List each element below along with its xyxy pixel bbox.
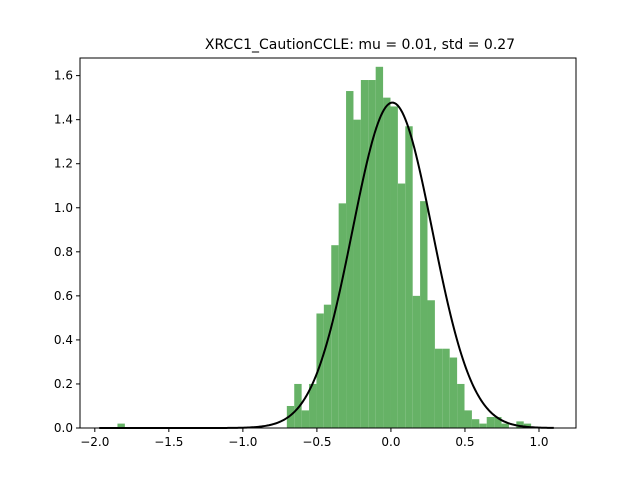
histogram-bar: [375, 66, 384, 428]
y-tick-label: 0.0: [54, 421, 73, 435]
histogram-bar: [449, 357, 458, 428]
histogram-bar: [494, 416, 502, 428]
x-tick-label: 1.0: [529, 435, 548, 449]
histogram-bar: [368, 80, 376, 429]
histogram-bar: [523, 423, 532, 428]
x-tick-label: −0.5: [302, 435, 331, 449]
x-axis: −2.0 −1.5 −1.0 −0.5 0.0 0.5 1.0: [80, 428, 549, 449]
histogram-bar: [383, 97, 391, 428]
histogram-bar: [501, 423, 509, 428]
histogram-bar: [316, 313, 324, 428]
histogram-bar: [338, 203, 347, 428]
histogram-bar: [353, 119, 361, 429]
x-tick-label: −2.0: [80, 435, 109, 449]
histogram-bar: [471, 419, 480, 428]
histogram-bar: [486, 416, 495, 428]
histogram-bar: [301, 410, 310, 428]
histogram-bar: [464, 410, 472, 428]
y-tick-label: 1.2: [54, 157, 73, 171]
histogram-bar: [360, 80, 369, 429]
y-tick-label: 1.0: [54, 201, 73, 215]
histogram-bar: [420, 201, 428, 428]
y-tick-label: 0.6: [54, 289, 73, 303]
histogram-bar: [117, 423, 125, 428]
y-tick-label: 1.4: [54, 113, 73, 127]
histogram-bar: [323, 304, 332, 428]
histogram-bar: [442, 348, 450, 428]
x-tick-label: −1.0: [228, 435, 257, 449]
histogram-bar: [286, 405, 295, 428]
y-tick-label: 0.2: [54, 377, 73, 391]
histogram-bar: [427, 300, 435, 428]
x-tick-label: 0.5: [455, 435, 474, 449]
histogram-bar: [331, 245, 339, 428]
histogram-bar: [309, 383, 317, 428]
histogram-bar: [457, 383, 465, 428]
histogram-bars: [117, 66, 532, 429]
y-tick-label: 1.6: [54, 69, 73, 83]
histogram-bar: [434, 348, 443, 428]
y-axis: 0.0 0.2 0.4 0.6 0.8 1.0 1.2 1.4 1.6: [54, 69, 80, 435]
x-tick-label: −1.5: [154, 435, 183, 449]
histogram-bar: [405, 126, 413, 429]
y-tick-label: 0.4: [54, 333, 73, 347]
histogram-bar: [390, 106, 398, 428]
histogram-bar: [346, 91, 354, 428]
histogram-bar: [516, 421, 524, 428]
x-tick-label: 0.0: [381, 435, 400, 449]
histogram-bar: [294, 383, 302, 428]
histogram-bar: [397, 183, 406, 428]
chart-title: XRCC1_CautionCCLE: mu = 0.01, std = 0.27: [205, 37, 515, 53]
histogram-bar: [412, 295, 421, 428]
plot-frame: [79, 57, 577, 429]
y-tick-label: 0.8: [54, 245, 73, 259]
histogram-bar: [479, 423, 487, 428]
